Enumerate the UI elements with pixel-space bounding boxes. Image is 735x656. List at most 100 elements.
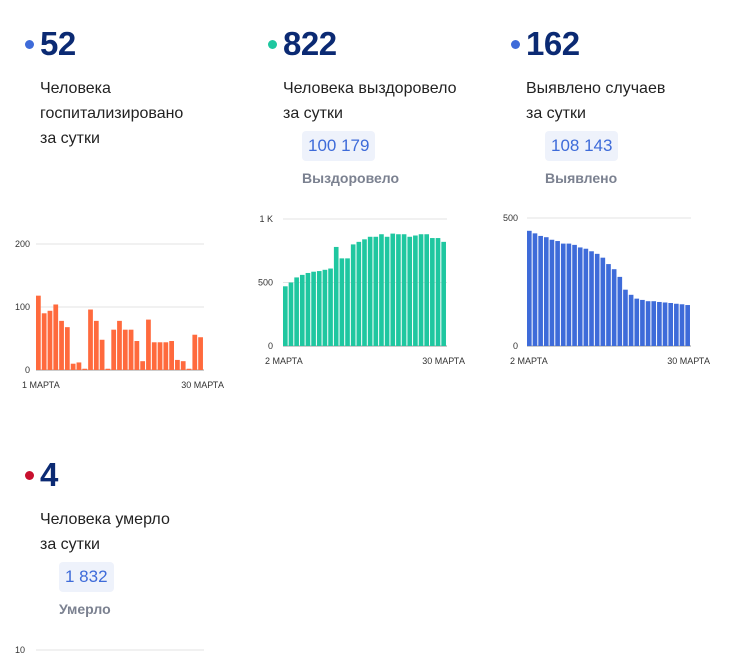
bar bbox=[151, 342, 157, 370]
bar bbox=[549, 239, 555, 346]
x-tick-label-start: 1 МАРТА bbox=[22, 380, 60, 390]
bar bbox=[76, 362, 82, 370]
bar bbox=[617, 276, 623, 346]
bar bbox=[111, 329, 117, 370]
recovered-total: 100 179 bbox=[302, 131, 376, 161]
bar bbox=[36, 295, 41, 370]
deaths-stat: 4 Человека умерло за сутки bbox=[25, 457, 170, 557]
bar bbox=[82, 368, 88, 370]
bar bbox=[651, 301, 657, 346]
hospitalized-dot bbox=[25, 39, 34, 49]
y-tick-label: 1 K bbox=[259, 214, 273, 224]
bar bbox=[657, 301, 662, 346]
deaths-total: 1 832 bbox=[59, 562, 114, 592]
x-tick-label-end: 30 МАРТА bbox=[422, 356, 465, 366]
bar bbox=[356, 241, 362, 346]
bar bbox=[59, 320, 64, 370]
bar bbox=[146, 319, 151, 370]
detected-dot bbox=[511, 39, 520, 49]
recovered-label: Человека выздоровело за сутки bbox=[283, 80, 457, 122]
bar bbox=[175, 359, 180, 370]
recovered-total-label: Выздоровело bbox=[302, 170, 400, 186]
bar bbox=[527, 230, 532, 346]
hospitalized-value: 52 bbox=[40, 25, 76, 62]
y-tick-label: 100 bbox=[15, 302, 30, 312]
bar bbox=[407, 236, 413, 346]
bar bbox=[88, 309, 93, 370]
bar bbox=[294, 277, 299, 346]
bar bbox=[122, 329, 128, 370]
bar bbox=[367, 236, 373, 346]
bar bbox=[105, 368, 111, 370]
recovered-stat: 822 Человека выздоровело за сутки bbox=[268, 26, 456, 126]
bar bbox=[674, 303, 679, 346]
bar bbox=[606, 264, 611, 346]
bar bbox=[333, 246, 339, 346]
bar bbox=[600, 257, 606, 346]
bar bbox=[311, 271, 316, 346]
bar bbox=[93, 320, 99, 370]
detected-total: 108 143 bbox=[545, 131, 619, 161]
bar bbox=[555, 241, 560, 346]
bar bbox=[390, 233, 396, 346]
bar bbox=[543, 237, 549, 346]
deaths-chart: 10 bbox=[15, 645, 204, 655]
detected-label: Выявлено случаев за сутки bbox=[526, 80, 666, 122]
bar bbox=[299, 274, 305, 346]
bar bbox=[594, 253, 600, 346]
bar bbox=[70, 363, 76, 370]
bar bbox=[328, 268, 333, 346]
bar bbox=[283, 286, 288, 346]
bar bbox=[577, 247, 583, 346]
bar bbox=[430, 238, 435, 346]
hospitalized-label: Человека госпитализировано за сутки bbox=[40, 80, 184, 147]
bar bbox=[418, 234, 424, 346]
bar bbox=[373, 236, 379, 346]
y-tick-label: 200 bbox=[15, 239, 30, 249]
deaths-total-label: Умерло bbox=[59, 601, 111, 617]
detected-stat: 162 Выявлено случаев за сутки bbox=[511, 26, 665, 126]
bar bbox=[186, 368, 192, 370]
bar bbox=[583, 248, 589, 346]
bar bbox=[424, 234, 430, 346]
x-tick-label-end: 30 МАРТА bbox=[181, 380, 224, 390]
bar bbox=[316, 271, 322, 346]
y-tick-label: 0 bbox=[25, 365, 30, 375]
y-tick-label: 500 bbox=[258, 278, 273, 288]
detected-total-label: Выявлено bbox=[545, 170, 618, 186]
bar bbox=[532, 233, 538, 346]
hospitalized-chart: 0 100 200 1 МАРТА 30 МАРТА bbox=[15, 239, 224, 390]
bar bbox=[623, 289, 628, 346]
y-tick-label: 0 bbox=[268, 341, 273, 351]
recovered-dot bbox=[268, 39, 277, 49]
bar bbox=[322, 269, 328, 346]
bar bbox=[180, 361, 186, 370]
bar bbox=[560, 243, 566, 346]
bar bbox=[345, 258, 350, 346]
bar bbox=[435, 238, 441, 346]
bar bbox=[566, 243, 572, 346]
x-tick-label-start: 2 МАРТА bbox=[510, 356, 548, 366]
bar bbox=[401, 234, 407, 346]
bar bbox=[128, 329, 134, 370]
bar bbox=[645, 301, 651, 346]
y-tick-label: 0 bbox=[513, 341, 518, 351]
detected-chart: 0 500 2 МАРТА 30 МАРТА bbox=[503, 213, 710, 366]
bar bbox=[41, 313, 47, 370]
bar bbox=[305, 272, 311, 346]
bar bbox=[634, 298, 640, 346]
bar bbox=[192, 334, 198, 370]
bar bbox=[157, 342, 163, 370]
bar bbox=[169, 341, 174, 370]
bar bbox=[47, 310, 53, 370]
x-tick-label-end: 30 МАРТА bbox=[667, 356, 710, 366]
bar bbox=[589, 251, 594, 346]
bar bbox=[350, 244, 356, 346]
hospitalized-stat: 52 Человека госпитализировано за сутки bbox=[25, 26, 183, 151]
bar bbox=[640, 299, 645, 346]
bar bbox=[163, 342, 169, 370]
bar bbox=[379, 234, 384, 346]
bar bbox=[413, 235, 418, 346]
deaths-label: Человека умерло за сутки bbox=[40, 511, 170, 553]
bar bbox=[662, 302, 668, 346]
